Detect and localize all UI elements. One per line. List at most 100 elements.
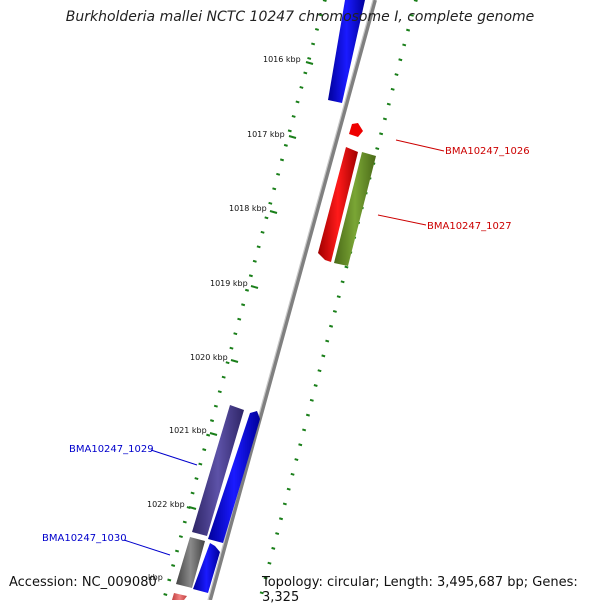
minor-tick [386, 102, 391, 106]
minor-tick [336, 295, 341, 299]
minor-tick [278, 517, 284, 521]
gene-feature-blue-forward[interactable] [208, 411, 260, 543]
minor-tick [190, 491, 195, 495]
gene-feature-bma10247-1030[interactable] [176, 537, 205, 588]
minor-tick [182, 520, 187, 524]
minor-tick [314, 28, 319, 31]
minor-tick [206, 433, 211, 437]
backbone-line [208, 0, 377, 600]
gene-feature-red-small[interactable] [349, 123, 363, 137]
minor-tick [268, 201, 273, 205]
minor-tick [286, 487, 291, 491]
minor-tick [283, 143, 288, 147]
minor-tick [307, 56, 312, 60]
minor-tick [406, 28, 411, 32]
minor-tick [264, 216, 269, 220]
major-tick [230, 359, 239, 363]
minor-tick [244, 288, 250, 292]
tick-label-1016: 1016 kbp [263, 55, 301, 64]
minor-tick [291, 114, 296, 118]
minor-tick [394, 73, 399, 76]
minor-tick [209, 419, 215, 423]
minor-tick [344, 265, 349, 269]
minor-tick [382, 117, 387, 121]
major-tick [288, 135, 297, 139]
minor-tick [171, 564, 176, 567]
minor-tick [267, 561, 272, 565]
minor-tick [321, 354, 326, 358]
tick-label-1021: 1021 kbp [169, 426, 207, 435]
minor-tick [309, 398, 314, 402]
tick-label-1020: 1020 kbp [190, 353, 228, 362]
minor-tick [317, 369, 322, 373]
minor-tick [271, 546, 276, 550]
minor-tick [311, 42, 316, 46]
minor-tick [294, 458, 299, 461]
tick-label-1022: 1022 kbp [147, 500, 185, 509]
minor-tick [202, 448, 207, 452]
genome-summary: Topology: circular; Length: 3,495,687 bp… [262, 575, 578, 605]
gene-feature-bma10247-1026[interactable] [318, 147, 358, 262]
minor-tick [194, 477, 199, 481]
minor-tick [379, 132, 384, 136]
minor-tick [229, 346, 234, 350]
gene-label-bma10247-1027[interactable]: BMA10247_1027 [427, 221, 512, 232]
gene-label-bma10247-1030[interactable]: BMA10247_1030 [42, 533, 127, 544]
minor-tick [329, 324, 334, 328]
minor-tick [233, 332, 238, 336]
minor-tick [213, 404, 218, 408]
callout-line-1026 [395, 139, 445, 152]
minor-tick [282, 502, 287, 506]
minor-tick [290, 472, 295, 476]
minor-tick [275, 532, 280, 536]
minor-tick [398, 58, 403, 62]
gene-label-bma10247-1026[interactable]: BMA10247_1026 [445, 146, 530, 157]
minor-tick [272, 187, 277, 191]
inner-tick-ring [163, 0, 327, 596]
minor-tick [303, 71, 308, 75]
major-tick [188, 506, 197, 510]
minor-tick [260, 230, 265, 234]
callout-line-1027 [377, 214, 427, 226]
gene-feature-bma10247-1029[interactable] [192, 405, 244, 536]
minor-tick [340, 280, 345, 284]
minor-tick [325, 339, 330, 343]
gene-feature-pink-bottom[interactable] [172, 593, 187, 600]
minor-tick [217, 390, 222, 394]
tick-label-1017: 1017 kbp [247, 130, 285, 139]
major-tick [250, 285, 259, 289]
minor-tick [248, 274, 253, 278]
minor-tick [237, 317, 242, 321]
major-tick [209, 432, 218, 436]
gene-feature-blue-bottom[interactable] [193, 543, 220, 593]
minor-tick [198, 462, 203, 466]
minor-tick [263, 576, 268, 580]
major-tick [269, 210, 278, 214]
gene-feature-bma10247-1027[interactable] [334, 152, 376, 266]
minor-tick [252, 259, 257, 263]
minor-tick [313, 384, 318, 387]
minor-tick [299, 85, 304, 89]
minor-tick [298, 443, 303, 447]
minor-tick [259, 591, 264, 595]
gene-label-callouts: BMA10247_1026 BMA10247_1027 BMA10247_102… [42, 139, 530, 556]
minor-tick [302, 428, 307, 432]
minor-tick [163, 593, 168, 596]
minor-tick [256, 245, 261, 249]
minor-tick [279, 158, 285, 162]
gene-label-bma10247-1029[interactable]: BMA10247_1029 [69, 444, 154, 455]
minor-tick [318, 13, 323, 17]
minor-tick [375, 147, 380, 151]
minor-tick [225, 361, 230, 365]
outer-tick-ring [259, 0, 418, 595]
minor-tick [287, 129, 292, 133]
backbone [207, 0, 377, 600]
gene-feature-blue-top[interactable] [328, 0, 365, 103]
minor-tick [241, 303, 246, 307]
minor-tick [175, 549, 180, 553]
tick-label-1019: 1019 kbp [210, 279, 248, 288]
minor-tick [178, 535, 183, 538]
minor-tick [295, 100, 300, 104]
minor-tick [409, 13, 414, 17]
